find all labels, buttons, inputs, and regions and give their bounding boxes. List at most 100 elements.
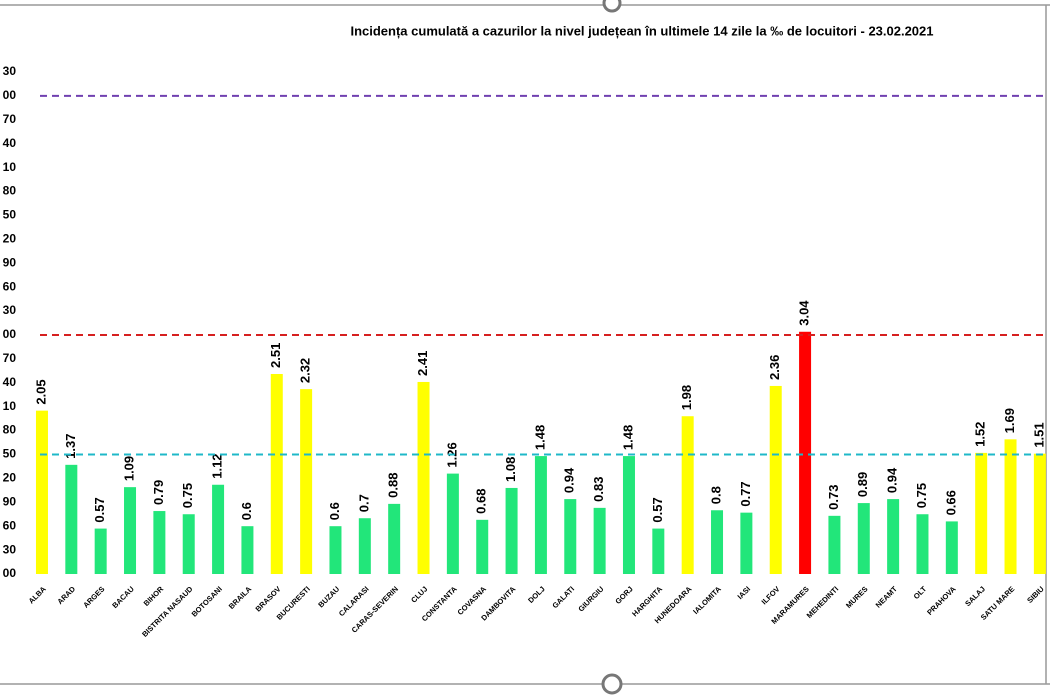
y-tick-label: 20: [3, 232, 17, 246]
bar: [388, 503, 401, 574]
y-tick-label: 00: [3, 327, 17, 341]
value-label: 1.48: [620, 425, 635, 450]
bar: [769, 385, 782, 574]
x-tick-label: GALATI: [550, 584, 576, 610]
bar: [681, 416, 694, 574]
value-label: 1.98: [679, 385, 694, 410]
bar: [505, 487, 518, 574]
chart-title: Incidența cumulată a cazurilor la nivel …: [350, 23, 933, 38]
x-tick-label: MURES: [844, 584, 870, 610]
x-tick-label: BIHOR: [142, 584, 166, 608]
x-tick-label: BISTRITA NASAUD: [140, 584, 195, 639]
value-label: 1.37: [63, 434, 78, 459]
y-tick-label: 10: [3, 160, 17, 174]
value-label: 0.88: [386, 473, 401, 498]
x-tick-label: BRAILA: [227, 584, 254, 611]
y-tick-label: 10: [3, 399, 17, 413]
y-tick-label: 80: [3, 423, 17, 437]
y-tick-label: 90: [3, 255, 17, 269]
value-label: 0.66: [943, 490, 958, 515]
x-tick-label: ARGES: [81, 584, 106, 609]
value-label: 0.75: [180, 483, 195, 508]
x-tick-label: ARAD: [55, 584, 77, 606]
bar: [65, 464, 78, 574]
bar: [799, 331, 812, 574]
y-tick-label: 90: [3, 494, 17, 508]
y-tick-label: 20: [3, 471, 17, 485]
bar: [124, 487, 137, 574]
bar: [534, 456, 547, 574]
bar: [476, 519, 489, 574]
bar: [916, 514, 929, 574]
y-tick-label: 50: [3, 208, 17, 222]
x-tick-label: MEHEDINTI: [805, 584, 841, 620]
x-tick-label: BACAU: [110, 584, 136, 610]
bar: [417, 381, 430, 574]
bar: [975, 452, 988, 574]
x-tick-label: IASI: [736, 584, 753, 601]
x-tick-label: SIBIU: [1025, 584, 1046, 605]
value-label: 0.75: [914, 483, 929, 508]
bar: [182, 514, 195, 574]
value-label: 0.79: [151, 480, 166, 505]
value-label: 0.83: [591, 477, 606, 502]
value-label: 2.36: [767, 355, 782, 380]
bar: [358, 518, 371, 574]
x-tick-label: DOLJ: [526, 584, 547, 605]
x-tick-label: SALAJ: [963, 584, 987, 608]
y-tick-label: 30: [3, 542, 17, 556]
value-label: 0.94: [885, 467, 900, 493]
x-tick-label: GIURGIU: [576, 584, 605, 613]
value-label: 1.69: [1002, 408, 1017, 433]
value-label: 1.48: [532, 425, 547, 450]
bar: [1033, 453, 1046, 574]
y-tick-label: 30: [3, 303, 17, 317]
value-label: 0.57: [650, 497, 665, 522]
y-tick-label: 70: [3, 351, 17, 365]
value-label: 0.8: [708, 486, 723, 504]
value-label: 0.68: [474, 489, 489, 514]
bar: [857, 503, 870, 574]
bar: [270, 373, 283, 574]
bar: [945, 521, 958, 574]
y-tick-label: 60: [3, 279, 17, 293]
y-tick-label: 60: [3, 518, 17, 532]
x-tick-label: NEAMT: [874, 584, 900, 610]
y-tick-label: 00: [3, 88, 17, 102]
y-tick-label: 50: [3, 447, 17, 461]
value-label: 1.51: [1031, 422, 1046, 447]
bar: [711, 510, 724, 574]
y-tick-label: 30: [3, 64, 17, 78]
x-tick-label: BUZAU: [316, 584, 341, 609]
x-tick-label: ILFOV: [760, 584, 782, 606]
bar: [740, 512, 753, 574]
value-label: 0.77: [738, 481, 753, 506]
bar: [828, 515, 841, 574]
x-tick-label: BRASOV: [254, 584, 283, 613]
value-label: 0.94: [562, 467, 577, 493]
bar: [212, 484, 225, 574]
frame-handle: [601, 673, 623, 695]
value-label: 2.51: [268, 343, 283, 368]
frame-handle: [602, 0, 622, 13]
value-label: 2.32: [298, 358, 313, 383]
x-tick-label: PRAHOVA: [925, 584, 958, 617]
bar: [241, 526, 254, 574]
bar: [94, 528, 107, 574]
bar: [652, 528, 665, 574]
y-tick-label: 40: [3, 375, 17, 389]
x-tick-label: GORJ: [613, 584, 634, 605]
value-label: 0.57: [92, 497, 107, 522]
x-tick-label: IALOMITA: [691, 584, 723, 616]
y-tick-label: 80: [3, 184, 17, 198]
bar: [153, 511, 166, 574]
value-label: 1.12: [210, 453, 225, 478]
x-tick-label: BOTOSANI: [190, 584, 224, 618]
value-label: 2.41: [415, 351, 430, 376]
y-tick-label: 70: [3, 112, 17, 126]
value-label: 1.09: [121, 456, 136, 481]
bar: [35, 410, 48, 574]
value-label: 0.6: [239, 502, 254, 520]
value-label: 0.6: [327, 502, 342, 520]
